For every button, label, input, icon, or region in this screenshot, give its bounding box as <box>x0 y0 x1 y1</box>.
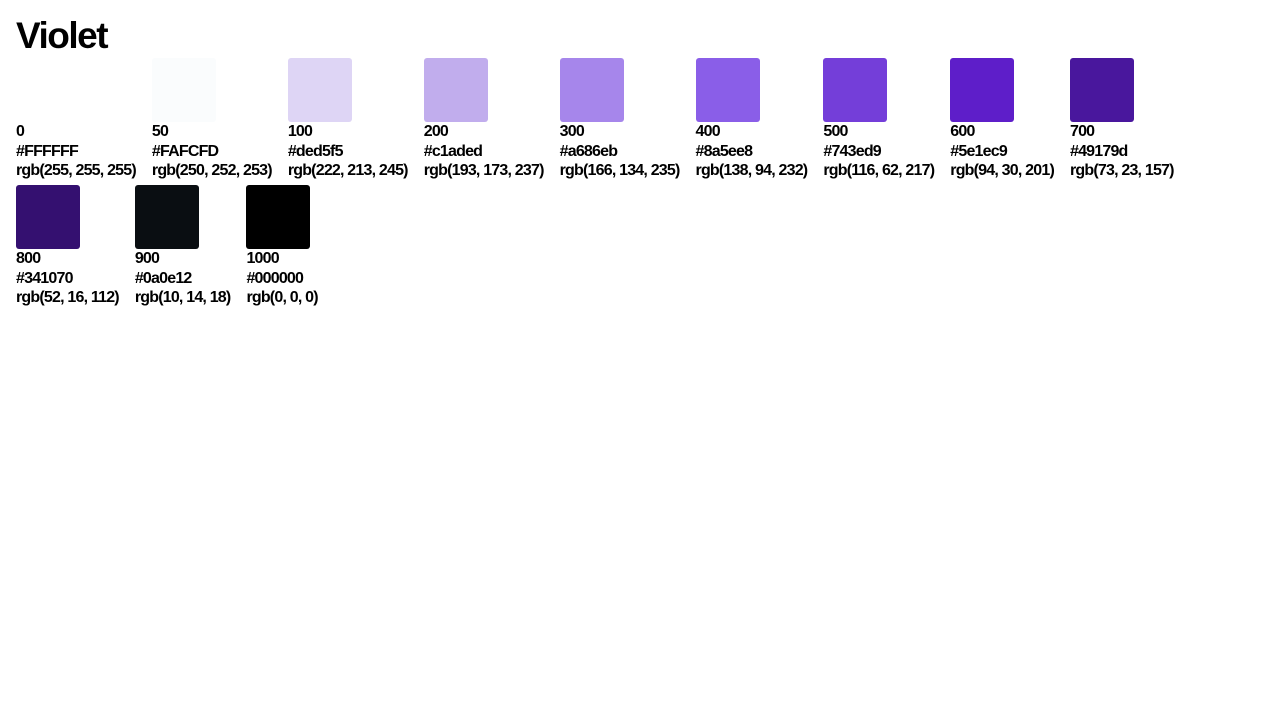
swatch-step: 200 <box>423 123 449 140</box>
swatch-row-2: 800 #341070 rgb(52, 16, 112) 900 #0a0e12… <box>16 185 319 308</box>
swatch-step: 800 <box>16 250 41 267</box>
color-swatch <box>823 58 888 122</box>
swatch-900: 900 #0a0e12 rgb(10, 14, 18) <box>134 185 231 308</box>
swatch-step: 900 <box>134 250 160 267</box>
swatch-500: 500 #743ed9 rgb(116, 62, 217) <box>823 58 935 181</box>
page-title: Violet <box>16 15 109 56</box>
color-swatch <box>246 185 311 249</box>
swatch-hex: #ded5f5 <box>287 142 344 160</box>
color-swatch <box>950 58 1015 122</box>
swatch-50: 50 #FAFCFD rgb(250, 252, 253) <box>151 58 273 181</box>
swatch-rgb: rgb(255, 255, 255) <box>16 162 137 180</box>
color-swatch <box>559 58 624 122</box>
swatch-hex: #8a5ee8 <box>695 142 753 160</box>
swatch-hex: #000000 <box>246 269 304 287</box>
swatch-rgb: rgb(116, 62, 217) <box>823 162 935 180</box>
swatch-400: 400 #8a5ee8 rgb(138, 94, 232) <box>695 58 809 181</box>
swatch-row-1: 0 #FFFFFF rgb(255, 255, 255) 50 #FAFCFD … <box>16 58 1174 181</box>
swatch-hex: #a686eb <box>559 142 618 160</box>
color-swatch <box>151 58 216 122</box>
color-swatch <box>1069 58 1134 122</box>
swatch-rgb: rgb(0, 0, 0) <box>246 289 318 307</box>
swatch-hex: #FAFCFD <box>151 142 219 160</box>
swatch-rgb: rgb(52, 16, 112) <box>16 289 120 307</box>
color-swatch <box>695 58 760 122</box>
swatch-step: 100 <box>287 123 313 140</box>
swatch-step: 0 <box>16 123 25 140</box>
swatch-step: 400 <box>695 123 721 140</box>
swatch-hex: #0a0e12 <box>134 269 192 287</box>
color-swatch <box>287 58 352 122</box>
swatch-rgb: rgb(166, 134, 235) <box>559 162 681 180</box>
swatch-0: 0 #FFFFFF rgb(255, 255, 255) <box>16 58 137 181</box>
color-swatch <box>134 185 199 249</box>
swatch-800: 800 #341070 rgb(52, 16, 112) <box>16 185 120 308</box>
swatch-hex: #5e1ec9 <box>950 142 1007 160</box>
color-swatch <box>16 58 80 122</box>
swatch-step: 50 <box>151 123 169 140</box>
swatch-hex: #341070 <box>16 269 73 287</box>
swatch-hex: #c1aded <box>423 142 483 160</box>
swatch-rgb: rgb(250, 252, 253) <box>151 162 273 180</box>
swatch-hex: #743ed9 <box>823 142 881 160</box>
swatch-rgb: rgb(138, 94, 232) <box>695 162 809 180</box>
color-swatch <box>423 58 488 122</box>
swatch-hex: #49179d <box>1069 142 1128 160</box>
swatch-rgb: rgb(222, 213, 245) <box>287 162 409 180</box>
swatch-step: 600 <box>950 123 975 140</box>
swatch-1000: 1000 #000000 rgb(0, 0, 0) <box>246 185 319 308</box>
swatch-hex: #FFFFFF <box>16 142 79 160</box>
swatch-rgb: rgb(73, 23, 157) <box>1069 162 1175 180</box>
swatch-100: 100 #ded5f5 rgb(222, 213, 245) <box>287 58 409 181</box>
swatch-700: 700 #49179d rgb(73, 23, 157) <box>1069 58 1175 181</box>
color-swatch <box>16 185 80 249</box>
swatch-300: 300 #a686eb rgb(166, 134, 235) <box>559 58 681 181</box>
swatch-rgb: rgb(10, 14, 18) <box>134 289 231 307</box>
swatch-step: 1000 <box>246 250 279 267</box>
swatch-rgb: rgb(193, 173, 237) <box>423 162 545 180</box>
swatch-step: 700 <box>1069 123 1095 140</box>
swatch-600: 600 #5e1ec9 rgb(94, 30, 201) <box>950 58 1055 181</box>
swatch-step: 500 <box>823 123 848 140</box>
swatch-step: 300 <box>559 123 585 140</box>
swatch-rgb: rgb(94, 30, 201) <box>950 162 1055 180</box>
swatch-200: 200 #c1aded rgb(193, 173, 237) <box>423 58 545 181</box>
